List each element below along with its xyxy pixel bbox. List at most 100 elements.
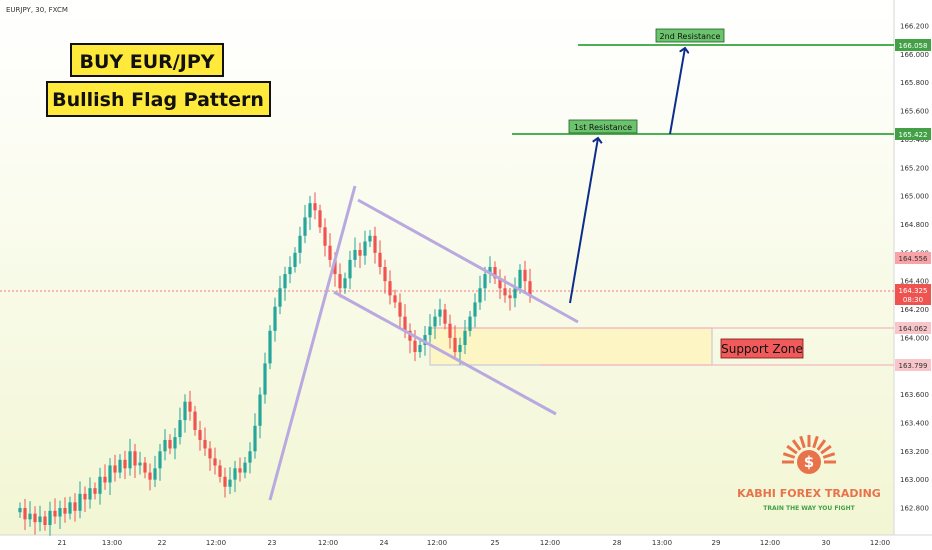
price-tick-label: 163.000 bbox=[900, 476, 929, 484]
candle-body bbox=[178, 420, 182, 438]
candle-body bbox=[93, 488, 97, 494]
candle-body bbox=[473, 302, 477, 317]
sunburst-ray bbox=[791, 439, 802, 451]
price-tick-label: 162.800 bbox=[900, 505, 929, 513]
candle-body bbox=[483, 274, 487, 289]
candle-body bbox=[293, 252, 297, 267]
candle-body bbox=[338, 274, 342, 289]
candle-body bbox=[193, 411, 197, 431]
price-tick-label: 164.400 bbox=[900, 278, 929, 286]
sunburst-ray bbox=[816, 439, 827, 451]
candle-body bbox=[453, 337, 457, 353]
candle-body bbox=[313, 203, 317, 211]
price-tick-label: 163.200 bbox=[900, 448, 929, 456]
candle-body bbox=[133, 451, 137, 466]
candle-body bbox=[413, 340, 417, 353]
candle-body bbox=[238, 468, 242, 473]
price-tag-high-marker: 164.556 bbox=[895, 252, 931, 264]
time-tick-label: 22 bbox=[158, 539, 167, 547]
candle-body bbox=[213, 458, 217, 466]
candle-body bbox=[243, 462, 247, 473]
candle-body bbox=[128, 451, 132, 469]
svg-text:166.058: 166.058 bbox=[899, 42, 928, 50]
arrow-to-second-resistance[interactable] bbox=[669, 48, 685, 135]
candle-body bbox=[488, 267, 492, 275]
candle-body bbox=[138, 462, 142, 466]
price-tick-label: 164.800 bbox=[900, 221, 929, 229]
price-tag-first-resistance: 165.422 bbox=[895, 128, 931, 140]
candle-body bbox=[373, 235, 377, 253]
candle-body bbox=[363, 241, 367, 256]
candle-body bbox=[318, 210, 322, 228]
price-tick-label: 165.800 bbox=[900, 79, 929, 87]
flag-upper-line[interactable] bbox=[357, 198, 579, 324]
time-tick-label: 21 bbox=[58, 539, 67, 547]
candle-body bbox=[258, 394, 262, 426]
candle-body bbox=[498, 278, 502, 289]
candle-body bbox=[263, 363, 267, 395]
flag-lower-line[interactable] bbox=[333, 290, 557, 416]
candle-body bbox=[168, 439, 172, 449]
candle-body bbox=[403, 316, 407, 331]
candle-body bbox=[38, 516, 42, 523]
sunburst-ray bbox=[820, 444, 832, 455]
candle-body bbox=[58, 508, 62, 517]
candle-body bbox=[443, 309, 447, 324]
candle-body bbox=[108, 465, 112, 483]
candle-body bbox=[158, 451, 162, 469]
candle-body bbox=[83, 493, 87, 500]
brand-logo: $ KABHI FOREX TRADING TRAIN THE WAY YOU … bbox=[737, 435, 881, 512]
sunburst-ray bbox=[812, 435, 819, 449]
svg-text:163.799: 163.799 bbox=[899, 362, 928, 370]
price-tick-label: 165.000 bbox=[900, 193, 929, 201]
candle-body bbox=[18, 508, 22, 513]
candle-body bbox=[68, 502, 72, 514]
support-zone[interactable] bbox=[429, 327, 713, 366]
sunburst-icon bbox=[782, 435, 836, 464]
arrow-to-first-resistance[interactable] bbox=[569, 138, 598, 304]
time-tick-label: 28 bbox=[613, 539, 622, 547]
price-tick-label: 164.000 bbox=[900, 334, 929, 342]
candle-body bbox=[333, 259, 337, 275]
time-tick-label: 29 bbox=[712, 539, 721, 547]
candle-body bbox=[433, 316, 437, 327]
candle-body bbox=[153, 468, 157, 480]
flag-pole-line[interactable] bbox=[268, 185, 357, 501]
candle-body bbox=[208, 448, 212, 459]
candle-body bbox=[298, 235, 302, 253]
candle-body bbox=[23, 508, 27, 520]
candle-body bbox=[218, 465, 222, 477]
candle-body bbox=[448, 323, 452, 338]
candle-body bbox=[458, 344, 462, 353]
candle-body bbox=[428, 326, 432, 336]
candle-body bbox=[268, 330, 272, 364]
candle-body bbox=[148, 472, 152, 480]
time-axis-panel[interactable] bbox=[0, 535, 932, 550]
candle-body bbox=[98, 476, 102, 494]
sunburst-ray bbox=[782, 452, 796, 459]
candle-body bbox=[398, 302, 402, 317]
first-resistance-label: 1st Resistance bbox=[574, 123, 632, 132]
candle-body bbox=[88, 488, 92, 500]
svg-text:164.325: 164.325 bbox=[899, 287, 928, 295]
price-tag-second-resistance: 166.058 bbox=[895, 39, 931, 51]
candle-body bbox=[53, 510, 57, 517]
candle-body bbox=[463, 330, 467, 345]
candle-body bbox=[343, 278, 347, 289]
second-resistance-label-box bbox=[655, 28, 725, 43]
candle-body bbox=[358, 249, 362, 256]
headline-subtitle: Bullish Flag Pattern bbox=[52, 89, 264, 111]
time-tick-label: 12:00 bbox=[206, 539, 226, 547]
price-tick-label: 163.600 bbox=[900, 391, 929, 399]
price-axis-panel[interactable] bbox=[894, 0, 932, 535]
candle-body bbox=[73, 502, 77, 511]
sunburst-ray bbox=[799, 435, 806, 449]
first-resistance-label-box bbox=[568, 119, 638, 134]
candle-body bbox=[438, 309, 442, 317]
candle-body bbox=[233, 468, 237, 480]
price-tick-label: 166.000 bbox=[900, 51, 929, 59]
candle-body bbox=[348, 259, 352, 279]
support-zone-label: Support Zone bbox=[721, 342, 803, 356]
time-tick-label: 12:00 bbox=[760, 539, 780, 547]
